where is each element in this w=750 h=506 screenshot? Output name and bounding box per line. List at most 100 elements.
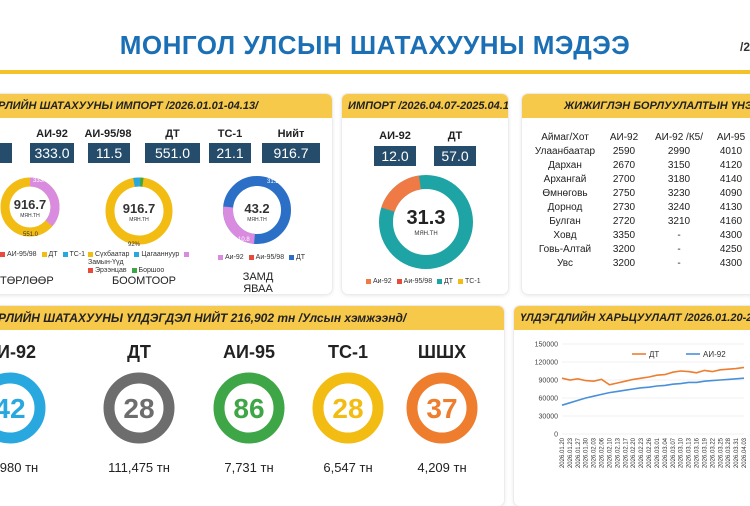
series-line-ai92 [561, 377, 745, 406]
region-cell: Увс [557, 257, 573, 269]
border-donut-chart: 916.7 МЯН.ТН 92% [105, 177, 173, 248]
x-tick-label: 2026.02.13 [615, 437, 621, 468]
legend-item: Замын-Үүд [88, 259, 124, 266]
price-cell: 3240 [667, 201, 691, 213]
import-value-badge: 333.0 [30, 143, 74, 163]
stock-fuel-name: ДТ [127, 342, 151, 362]
import-period-center-value: 31.3 [407, 207, 446, 229]
x-tick-label: 2026.01.30 [584, 437, 590, 468]
import-period-label: АИ-92 [379, 130, 411, 142]
y-tick-label: 30000 [539, 414, 559, 421]
import-period-label: ДТ [447, 130, 463, 142]
legend-item: Аи-92 [373, 278, 392, 285]
table-row: Говь-Алтай 3200 - 4250 [530, 242, 750, 256]
legend-swatch [41, 251, 47, 257]
transit-donut-caption: ЗАМД ЯВАА [242, 271, 274, 295]
price-cell: 4160 [719, 215, 743, 227]
price-cell: 2750 [612, 187, 636, 199]
legend-swatch [396, 278, 402, 284]
border-donut-center-unit: МЯН.ТН [129, 217, 149, 223]
legend-swatch [134, 251, 140, 257]
price-cell: 3230 [667, 187, 691, 199]
import-period-title: ИМПОРТ /2026.04.07-2025.04.13/ [342, 94, 508, 118]
transit-donut-center-value: 43.2 [244, 201, 269, 216]
border-donut-center-value: 916.7 [123, 201, 156, 216]
x-tick-label: 2026.02.17 [623, 437, 629, 468]
table-row: Өмнөговь 2750 3230 4090 [530, 186, 750, 200]
transit-donut-top-label: 31.2 [267, 179, 279, 185]
price-cell: 3200 [612, 243, 636, 255]
y-tick-label: 120000 [535, 360, 558, 367]
stock-amount: 7,731 тн [224, 460, 274, 475]
x-tick-label: 2026.03.28 [726, 437, 732, 468]
legend-swatch [184, 251, 190, 257]
page-title: МОНГОЛ УЛСЫН ШАТАХУУНЫ МЭДЭЭ [119, 30, 631, 60]
table-row: Архангай 2700 3180 4140 [530, 172, 750, 186]
legend-swatch [62, 251, 68, 257]
stock-ring: 28 [312, 372, 384, 444]
price-cell: 3150 [667, 159, 691, 171]
stock-amount: 80,980 тн [0, 460, 39, 475]
stock-fuel-name: ТС-1 [328, 342, 368, 362]
legend-swatch [218, 254, 223, 260]
price-cell: 4090 [719, 187, 743, 199]
x-tick-label: 2026.03.01 [655, 437, 661, 468]
table-row: Ховд 3350 - 4300 [530, 228, 750, 242]
import-value-badge: 11.5 [88, 143, 130, 163]
column-header: АИ-92 [609, 131, 639, 143]
x-tick-label: 2026.03.10 [679, 437, 685, 468]
retail-price-table: Аймаг/Хот АИ-92 АИ-92 /К5/ АИ-95 Улаанба… [530, 130, 750, 270]
import-period-donut: 31.3 МЯН.ТН [379, 175, 473, 269]
price-cell: 2720 [612, 215, 636, 227]
stock-amount: 4,209 тн [417, 460, 467, 475]
column-header: Аймаг/Хот [541, 131, 589, 143]
stock-amount: 111,475 тн [108, 460, 170, 475]
import-period-ai92-arc [379, 175, 473, 269]
legend-swatch [88, 251, 93, 257]
stock-days-value: 28 [332, 393, 363, 424]
import-panel-title: РЛИЙН ШАТАХУУНЫ ИМПОРТ /2026.01.01-04.13… [0, 94, 332, 118]
import-period-badge: 57.0 [434, 146, 476, 166]
stock-ring-circle [312, 372, 384, 444]
legend-label: АИ-92 [703, 350, 726, 359]
legend-label: ДТ [649, 350, 659, 359]
legend-item: Эрээнцав [95, 267, 127, 274]
import-period-dt-arc [379, 175, 473, 269]
y-tick-label: 0 [554, 432, 558, 439]
price-cell: 2990 [667, 145, 691, 157]
table-row: Булган 2720 3210 4160 [530, 214, 750, 228]
date-fragment: /2 [739, 40, 750, 54]
border-donut-pct-label: 92% [128, 242, 141, 248]
y-tick-label: 150000 [535, 342, 558, 349]
y-tick-label: 90000 [539, 378, 559, 385]
stock-days-value: 37 [426, 393, 457, 424]
stock-ring: 37 [406, 372, 478, 444]
region-cell: Архангай [543, 173, 587, 185]
x-tick-label: 2026.03.31 [734, 437, 740, 468]
table-row: Увс 3200 - 4300 [530, 256, 750, 270]
border-donut-small-arc [105, 177, 173, 245]
legend-swatch [131, 267, 137, 273]
price-cell: 4300 [719, 257, 743, 269]
stock-ring: 86 [213, 372, 285, 444]
x-tick-label: 2026.01.23 [568, 437, 574, 468]
import-period-legend: Аи-92 Аи-95/98 ДТ ТС-1 [366, 278, 481, 285]
legend-item: ДТ [48, 251, 58, 258]
price-cell: - [677, 243, 681, 255]
import-value-badge: 916.7 [262, 143, 320, 163]
stock-ring-circle [213, 372, 285, 444]
border-donut-legend: Сүхбаатар Цагааннуур Замын-Үүд Эрээнцав … [88, 251, 208, 275]
column-header: АИ-92 /К5/ [654, 131, 704, 143]
stock-days-value: 86 [233, 393, 264, 424]
retail-price-rows: Улаанбаатар 2590 2990 4010 Дархан 2670 3150 412… [530, 144, 750, 270]
stock-fuel-name: АИ-92 [0, 342, 36, 362]
type-donut-top-label: 333.0 [33, 178, 49, 184]
stock-panel-title: РЛИЙН ШАТАХУУНЫ ҮЛДЭГДЭЛ НИЙТ 216,902 тн… [0, 306, 504, 330]
import-col-label: АИ-95/98 [84, 128, 132, 140]
legend-item: Цагааннуур [141, 251, 180, 258]
comparison-chart-panel: ҮЛДЭГДЛИЙН ХАРЬЦУУЛАЛТ /2026.01.20-20 [514, 306, 750, 506]
transit-donut-center-unit: МЯН.ТН [247, 217, 267, 223]
stock-days-value: 28 [123, 393, 154, 424]
legend-item: Аи-92 [225, 254, 244, 261]
